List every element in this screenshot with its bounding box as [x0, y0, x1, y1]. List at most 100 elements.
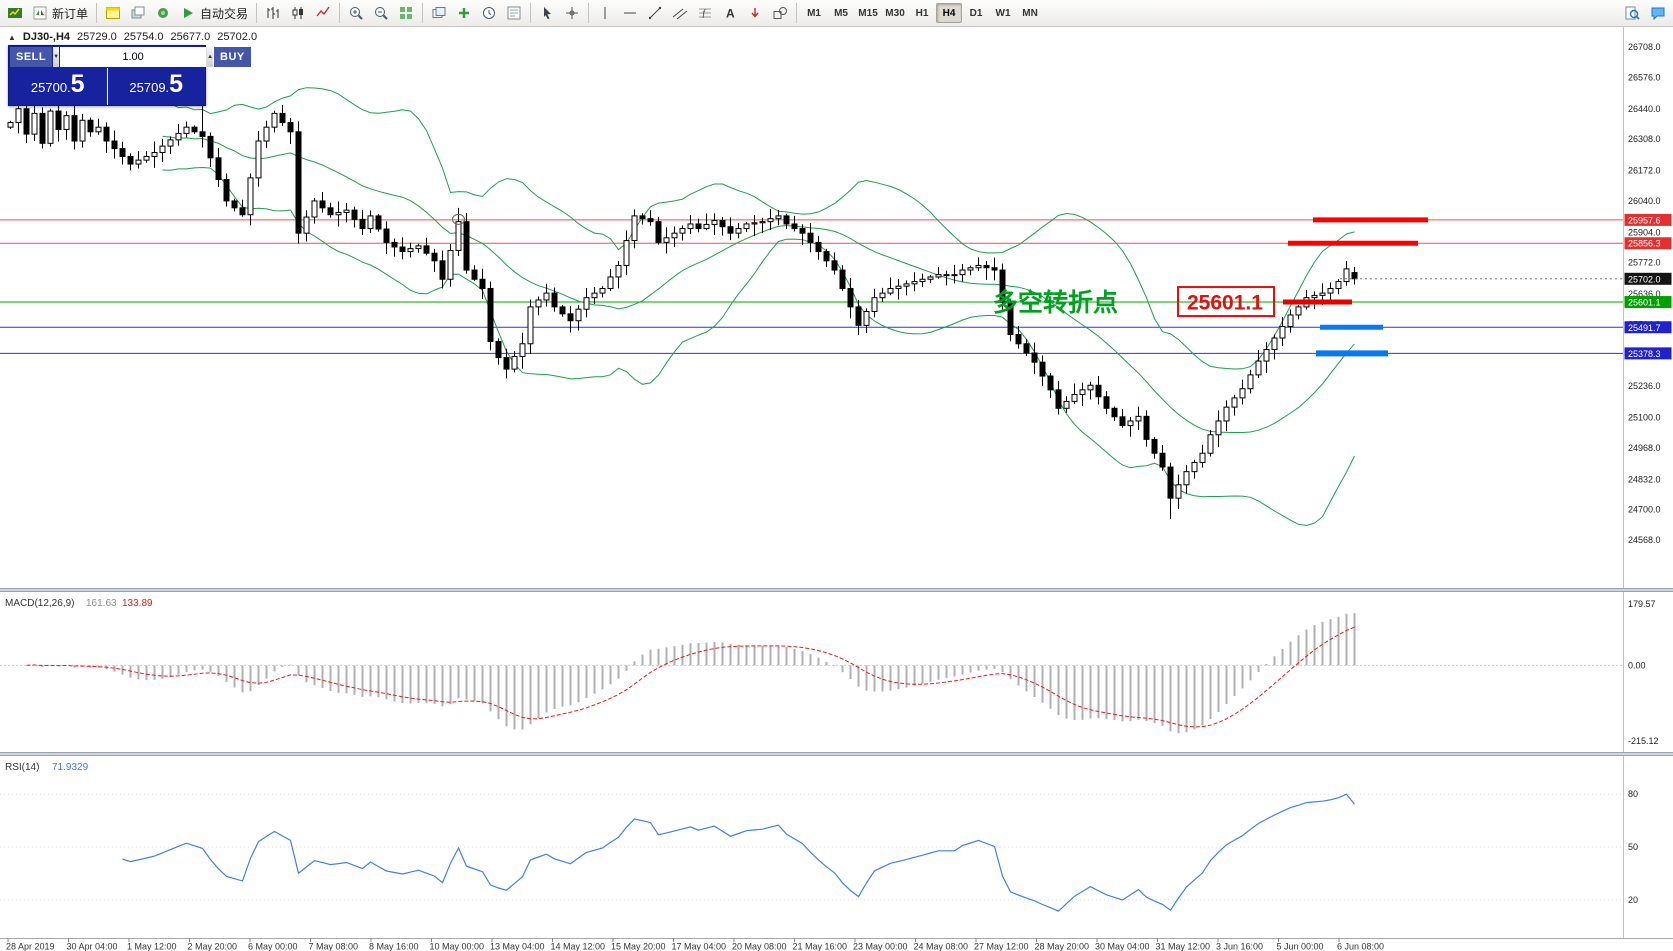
timeframe-m1-button[interactable]: M1: [801, 3, 827, 23]
svg-text:A: A: [726, 7, 735, 21]
timeframe-d1-button[interactable]: D1: [963, 3, 989, 23]
line-chart-icon: [316, 6, 330, 17]
buy-price[interactable]: 25709. 5: [108, 68, 206, 105]
community-chat-icon: [1651, 7, 1665, 21]
turning-point-label[interactable]: 多空转折点: [993, 288, 1118, 317]
fibonacci-button[interactable]: f: [693, 2, 717, 24]
line-chart-button[interactable]: [311, 2, 335, 24]
volume-decrease-button[interactable]: ▼: [53, 47, 60, 67]
shapes-button[interactable]: [768, 2, 792, 24]
new-order-label: 新订单: [52, 6, 89, 21]
collapse-arrow-icon[interactable]: ▲: [8, 32, 16, 42]
volume-increase-button[interactable]: ▲: [207, 47, 214, 67]
community-chat-button[interactable]: [1646, 2, 1670, 24]
cursor-button[interactable]: [535, 2, 559, 24]
profiles-button[interactable]: [126, 2, 150, 24]
trendline-button[interactable]: [643, 2, 667, 24]
chart-canvas[interactable]: 多空转折点 25601.1 26708.0 26576.0 26440.0 26308.0…: [0, 27, 1673, 951]
vertical-line-icon: [604, 7, 606, 19]
ohlc-low: 25677.0: [170, 31, 211, 43]
svg-text:24568.0: 24568.0: [1628, 535, 1661, 545]
zoom-in-button[interactable]: [344, 2, 368, 24]
svg-text:26040.0: 26040.0: [1628, 196, 1661, 206]
svg-text:25378.3: 25378.3: [1628, 349, 1661, 359]
trade-panel-controls: SELL ▼ ▲ BUY: [9, 46, 251, 68]
svg-text:30 May 04:00: 30 May 04:00: [1095, 942, 1150, 951]
timeframe-w1-button[interactable]: W1: [990, 3, 1016, 23]
circle-marker[interactable]: [452, 213, 465, 225]
terminal-button[interactable]: [3, 2, 27, 24]
svg-text:3 Jun 16:00: 3 Jun 16:00: [1216, 942, 1263, 951]
timeframe-h1-button[interactable]: H1: [909, 3, 935, 23]
alerts-button[interactable]: [151, 2, 175, 24]
svg-text:6 Jun 08:00: 6 Jun 08:00: [1337, 942, 1384, 951]
turning-point-value: 25601.1: [1187, 292, 1263, 315]
svg-text:7 May 08:00: 7 May 08:00: [309, 942, 359, 951]
svg-text:25957.6: 25957.6: [1628, 215, 1661, 225]
horizontal-line-button[interactable]: [618, 2, 642, 24]
channel-icon: [672, 8, 688, 20]
sell-price[interactable]: 25700. 5: [9, 68, 107, 105]
toolbar-separator: [796, 3, 798, 23]
alerts-icon: [158, 8, 169, 18]
new-order-icon: [33, 6, 47, 20]
periods-button[interactable]: [477, 2, 501, 24]
sell-button[interactable]: SELL: [10, 47, 53, 67]
timeframe-m30-button[interactable]: M30: [882, 3, 908, 23]
sell-price-main: 25700.: [30, 80, 71, 95]
timeframe-m15-button[interactable]: M15: [855, 3, 881, 23]
charts-button[interactable]: [101, 2, 125, 24]
autotrading-button[interactable]: 自动交易: [176, 2, 252, 24]
cascade-windows-button[interactable]: [427, 2, 451, 24]
timeframe-m5-button[interactable]: M5: [828, 3, 854, 23]
svg-text:8 May 16:00: 8 May 16:00: [369, 942, 419, 951]
templates-icon: [507, 6, 521, 20]
tile-windows-button[interactable]: [394, 2, 418, 24]
indicators-button[interactable]: [452, 2, 476, 24]
svg-text:25904.0: 25904.0: [1628, 227, 1661, 237]
zoom-out-button[interactable]: [369, 2, 393, 24]
channel-button[interactable]: [668, 2, 692, 24]
svg-text:25236.0: 25236.0: [1628, 381, 1661, 391]
svg-text:24700.0: 24700.0: [1628, 505, 1661, 515]
toolbar-separator: [588, 3, 590, 23]
toolbar-separator: [422, 3, 424, 23]
svg-text:24832.0: 24832.0: [1628, 474, 1661, 484]
buy-button[interactable]: BUY: [214, 47, 251, 67]
svg-text:MACD(12,26,9): MACD(12,26,9): [5, 598, 74, 609]
svg-text:24 May 08:00: 24 May 08:00: [914, 942, 969, 951]
find-symbol-button[interactable]: [1620, 2, 1644, 24]
text-button[interactable]: A: [718, 2, 742, 24]
svg-text:17 May 04:00: 17 May 04:00: [672, 942, 727, 951]
crosshair-button[interactable]: [560, 2, 584, 24]
new-order-button[interactable]: 新订单: [28, 2, 92, 24]
buy-price-pip: 5: [169, 70, 184, 98]
periods-icon: [483, 7, 496, 19]
buy-price-main: 25709.: [129, 80, 170, 95]
ohlc-close: 25702.0: [217, 31, 258, 43]
vertical-line-button[interactable]: [593, 2, 617, 24]
candlestick-chart-button[interactable]: [286, 2, 310, 24]
indicators-icon: [459, 8, 470, 18]
templates-button[interactable]: [502, 2, 526, 24]
zoom-in-icon: [350, 7, 363, 20]
svg-text:25856.3: 25856.3: [1628, 239, 1661, 249]
timeframe-mn-button[interactable]: MN: [1017, 3, 1043, 23]
horizontal-line-icon: [624, 12, 637, 14]
svg-text:0.00: 0.00: [1628, 660, 1646, 670]
timeframe-h4-button[interactable]: H4: [936, 3, 963, 23]
svg-text:15 May 20:00: 15 May 20:00: [611, 942, 666, 951]
autotrading-icon: [184, 8, 194, 18]
bar-chart-button[interactable]: [261, 2, 285, 24]
arrows-button[interactable]: [743, 2, 767, 24]
volume-input[interactable]: [60, 47, 207, 67]
svg-text:20: 20: [1628, 895, 1638, 905]
svg-text:25100.0: 25100.0: [1628, 413, 1661, 423]
toolbar-separator: [256, 3, 258, 23]
candlestick-chart-icon: [292, 7, 304, 19]
text-icon: A: [726, 7, 735, 21]
ohlc-open: 25729.0: [77, 31, 117, 43]
svg-text:2 May 20:00: 2 May 20:00: [188, 942, 238, 951]
trade-panel-prices: 25700. 5 25709. 5: [9, 68, 205, 105]
turning-point-value-box[interactable]: [1177, 286, 1275, 318]
